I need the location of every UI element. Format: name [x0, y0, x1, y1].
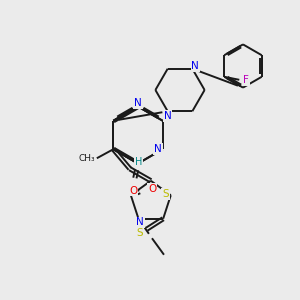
Text: N: N	[191, 61, 199, 71]
Text: CH₃: CH₃	[78, 154, 94, 163]
Text: S: S	[162, 189, 169, 199]
Text: O: O	[148, 184, 157, 194]
Text: N: N	[164, 111, 172, 121]
Text: S: S	[137, 228, 143, 238]
Text: F: F	[243, 75, 249, 85]
Text: O: O	[129, 185, 138, 196]
Text: N: N	[136, 217, 144, 227]
Text: H: H	[134, 157, 142, 167]
Text: N: N	[134, 98, 142, 108]
Text: N: N	[154, 144, 162, 154]
